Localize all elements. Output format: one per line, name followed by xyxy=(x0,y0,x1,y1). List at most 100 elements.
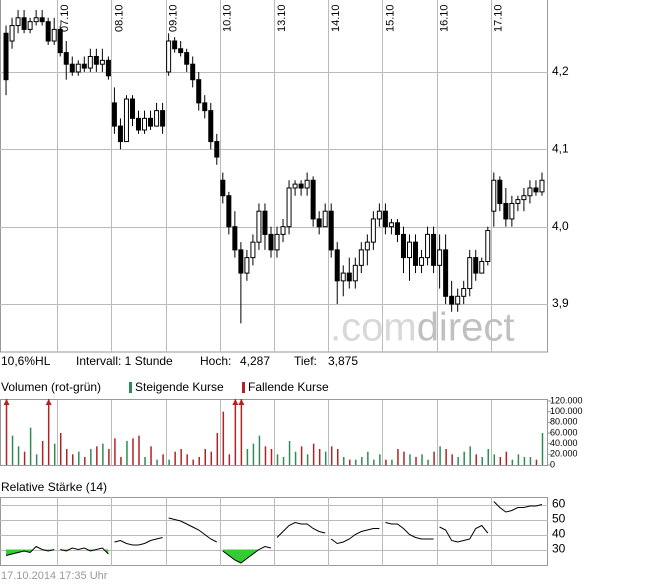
candle-body xyxy=(123,98,129,143)
oversold-fill xyxy=(222,549,271,563)
y-tick-label: 40 xyxy=(552,527,566,541)
candle-body xyxy=(473,257,479,274)
x-tick-label: 14.10 xyxy=(330,4,342,32)
candle-body xyxy=(178,48,184,54)
candle-body xyxy=(388,222,394,228)
rsi-line xyxy=(493,501,543,513)
rsi-line xyxy=(330,528,380,545)
candle-body xyxy=(425,233,431,259)
y-tick-label: 20.000 xyxy=(550,449,578,459)
y-tick-label: 40.000 xyxy=(550,438,578,448)
candle-body xyxy=(256,210,262,243)
x-tick-label: 09.10 xyxy=(168,4,180,32)
rsi-line xyxy=(222,545,272,564)
candle-body xyxy=(479,260,485,274)
candle-body xyxy=(382,210,388,228)
y-tick-label: 120.000 xyxy=(550,395,583,405)
candle-body xyxy=(358,249,364,266)
legend-swatch xyxy=(242,382,245,393)
y-tick-label: 3,9 xyxy=(552,296,569,310)
candle-body xyxy=(57,28,63,54)
candle-body xyxy=(21,17,27,30)
candle-body xyxy=(202,102,208,112)
rsi-line xyxy=(439,524,489,543)
y-tick-label: 0 xyxy=(550,459,555,469)
y-tick-label: 80.000 xyxy=(550,417,578,427)
candle-body xyxy=(527,187,533,197)
info-range: 10,6%HL xyxy=(1,354,51,368)
candle-body xyxy=(346,272,352,282)
info-low-label: Tief: xyxy=(294,354,317,368)
candle-body xyxy=(172,40,178,50)
candle-body xyxy=(304,179,310,189)
candle-body xyxy=(39,17,45,23)
candle-body xyxy=(105,59,111,77)
rsi-line xyxy=(60,547,109,555)
candle-body xyxy=(364,241,370,251)
candle-body xyxy=(352,264,358,282)
candle-body xyxy=(190,63,196,81)
candle-body xyxy=(262,210,268,235)
y-tick-label: 100.000 xyxy=(550,406,583,416)
y-tick-label: 60 xyxy=(552,497,566,511)
candle-body xyxy=(214,141,220,158)
candle-body xyxy=(69,63,75,73)
candle-body xyxy=(51,28,57,42)
rsi-line xyxy=(168,517,218,543)
info-high: 4,287 xyxy=(240,354,270,368)
watermark: direct xyxy=(417,306,515,350)
candle-body xyxy=(328,210,334,251)
candle-body xyxy=(509,202,515,220)
x-tick-label: 17.10 xyxy=(493,4,505,32)
candle-body xyxy=(503,202,509,220)
oversold-fill xyxy=(169,518,217,550)
rsi-line xyxy=(5,545,55,556)
legend-label: Fallende Kurse xyxy=(248,380,329,394)
y-tick-label: 50 xyxy=(552,512,566,526)
candle-body xyxy=(376,210,382,220)
info-high-label: Hoch: xyxy=(200,354,231,368)
candle-body xyxy=(15,17,21,27)
candle-body xyxy=(274,233,280,251)
y-tick-label: 4,2 xyxy=(552,64,569,78)
timestamp: 17.10.2014 17:35 Uhr xyxy=(1,570,108,582)
candle-body xyxy=(226,195,232,228)
x-tick-label: 08.10 xyxy=(113,4,125,32)
x-tick-label: 13.10 xyxy=(276,4,288,32)
candle-body xyxy=(27,21,33,30)
volume-bars xyxy=(5,399,544,465)
candle-body xyxy=(467,257,473,290)
x-tick-label: 10.10 xyxy=(222,4,234,32)
overflow-arrow xyxy=(238,399,245,405)
candle-body xyxy=(491,179,497,212)
candle-body xyxy=(111,102,117,127)
candle-body xyxy=(87,55,93,69)
candle-body xyxy=(455,295,461,305)
candle-body xyxy=(81,63,87,69)
candle-body xyxy=(63,52,69,65)
overflow-arrow xyxy=(232,399,239,405)
info-low: 3,875 xyxy=(328,354,358,368)
candle-body xyxy=(166,40,172,73)
rsi-line xyxy=(385,522,434,540)
candle-body xyxy=(533,187,539,193)
candle-body xyxy=(394,222,400,235)
candle-body xyxy=(280,226,286,235)
overflow-arrow xyxy=(45,399,52,405)
candle-body xyxy=(521,195,527,201)
candle-body xyxy=(515,199,521,204)
y-tick-label: 4,0 xyxy=(552,219,569,233)
candle-body xyxy=(413,241,419,266)
candle-body xyxy=(33,17,39,23)
candle-body xyxy=(298,183,304,189)
candle-body xyxy=(184,52,190,65)
candle-body xyxy=(250,241,256,259)
candle-body xyxy=(485,230,491,262)
candle-body xyxy=(539,179,545,193)
candle-body xyxy=(129,98,135,119)
candle-body xyxy=(340,272,346,282)
candle-body xyxy=(461,288,467,297)
y-tick-label: 4,1 xyxy=(552,141,569,155)
candle-body xyxy=(45,21,51,42)
